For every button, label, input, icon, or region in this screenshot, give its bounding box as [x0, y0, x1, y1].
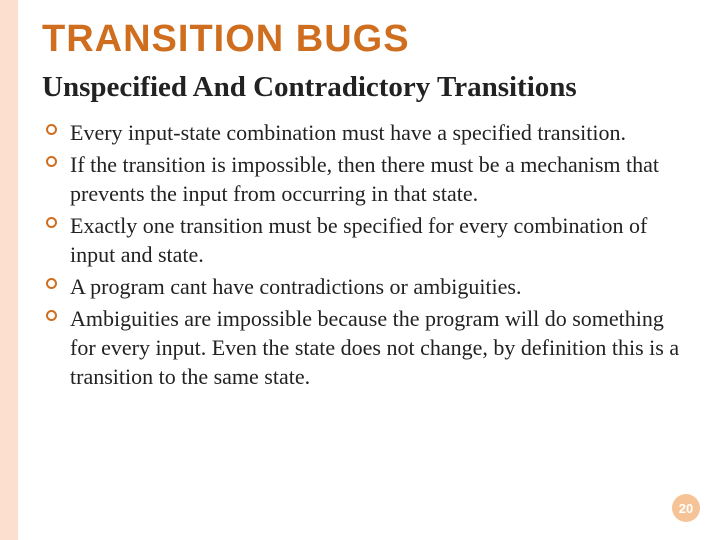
list-item: A program cant have contradictions or am… — [44, 272, 690, 301]
bullet-text: Exactly one transition must be specified… — [70, 213, 647, 267]
ring-bullet-icon — [46, 124, 57, 135]
list-item: If the transition is impossible, then th… — [44, 150, 690, 208]
bullet-text: A program cant have contradictions or am… — [70, 274, 521, 299]
page-number: 20 — [679, 501, 693, 516]
bullet-text: Ambiguities are impossible because the p… — [70, 306, 679, 389]
ring-bullet-icon — [46, 310, 57, 321]
ring-bullet-icon — [46, 278, 57, 289]
list-item: Exactly one transition must be specified… — [44, 211, 690, 269]
slide-subtitle: Unspecified And Contradictory Transition… — [42, 71, 690, 104]
left-accent-bar — [0, 0, 18, 540]
slide-title: TRANSITION BUGS — [42, 18, 690, 61]
bullet-list: Every input-state combination must have … — [42, 118, 690, 391]
ring-bullet-icon — [46, 217, 57, 228]
bullet-text: Every input-state combination must have … — [70, 120, 626, 145]
page-number-badge: 20 — [672, 494, 700, 522]
bullet-text: If the transition is impossible, then th… — [70, 152, 659, 206]
ring-bullet-icon — [46, 156, 57, 167]
list-item: Every input-state combination must have … — [44, 118, 690, 147]
slide-content: TRANSITION BUGS Unspecified And Contradi… — [18, 0, 720, 540]
list-item: Ambiguities are impossible because the p… — [44, 304, 690, 391]
